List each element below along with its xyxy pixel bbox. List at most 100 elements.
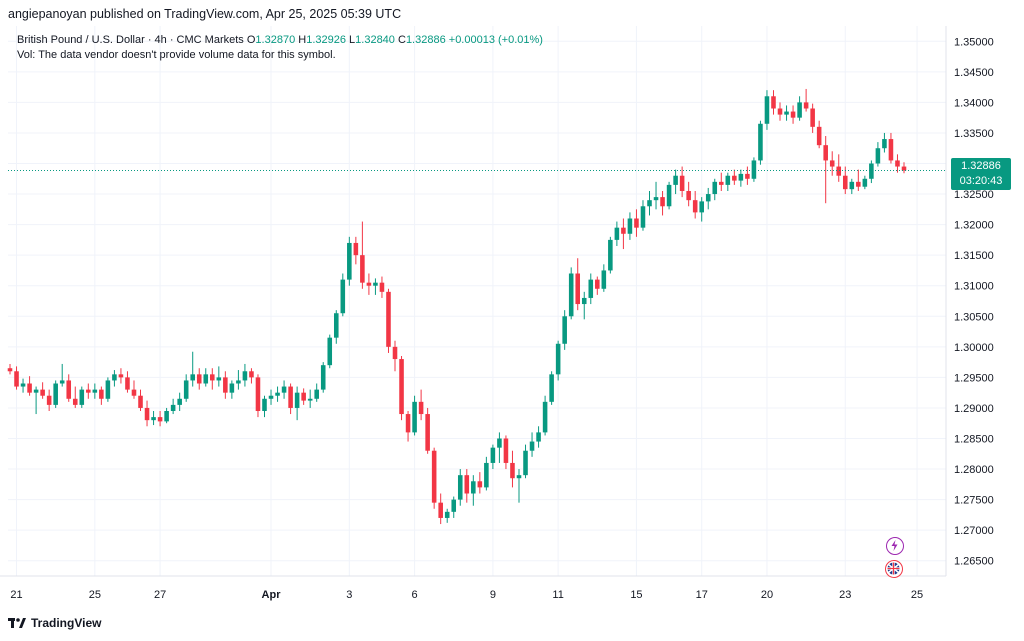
candle-up[interactable] (484, 456, 489, 491)
candle-down[interactable] (810, 103, 815, 133)
candle-down[interactable] (816, 120, 822, 149)
candle-up[interactable] (327, 334, 333, 369)
candle-up[interactable] (451, 496, 457, 518)
candle-up[interactable] (307, 389, 313, 408)
candle-up[interactable] (268, 389, 274, 405)
candle-up[interactable] (151, 411, 156, 426)
candle-up[interactable] (555, 340, 561, 381)
candle-down[interactable] (157, 411, 163, 427)
candle-up[interactable] (608, 236, 613, 274)
candle-down[interactable] (438, 493, 443, 525)
candle-down[interactable] (745, 166, 750, 185)
candle-up[interactable] (333, 310, 339, 344)
candle-down[interactable] (425, 407, 430, 454)
candle-up[interactable] (882, 132, 887, 153)
candle-up[interactable] (177, 392, 182, 411)
candle-up[interactable] (875, 142, 881, 167)
candle-up[interactable] (340, 273, 346, 317)
candle-up[interactable] (236, 370, 241, 390)
candle-up[interactable] (242, 363, 248, 387)
candle-up[interactable] (112, 370, 117, 387)
candle-down[interactable] (223, 371, 228, 399)
candle-down[interactable] (386, 288, 391, 353)
candle-down[interactable] (842, 166, 848, 195)
candle-up[interactable] (53, 380, 58, 408)
candle-up[interactable] (216, 366, 222, 387)
candle-up[interactable] (347, 236, 352, 286)
candle-down[interactable] (210, 368, 215, 390)
candle-down[interactable] (823, 136, 828, 204)
candle-up[interactable] (183, 374, 189, 402)
candle-up[interactable] (738, 169, 744, 187)
candle-up[interactable] (229, 380, 235, 399)
candle-down[interactable] (379, 276, 385, 298)
candle-down[interactable] (634, 209, 639, 237)
candle-up[interactable] (457, 469, 463, 506)
candle-down[interactable] (464, 469, 470, 503)
candle-up[interactable] (764, 90, 770, 130)
candle-up[interactable] (92, 383, 98, 399)
candle-up[interactable] (471, 475, 476, 506)
candle-down[interactable] (138, 389, 143, 411)
candle-down[interactable] (719, 172, 724, 191)
candle-down[interactable] (125, 371, 130, 393)
candle-down[interactable] (595, 276, 600, 295)
candle-down[interactable] (732, 169, 737, 185)
candle-up[interactable] (647, 191, 652, 216)
candle-up[interactable] (784, 105, 789, 121)
candle-up[interactable] (275, 386, 280, 402)
candle-up[interactable] (581, 291, 587, 320)
candle-down[interactable] (40, 382, 45, 399)
candle-down[interactable] (790, 105, 796, 124)
candle-up[interactable] (523, 444, 528, 479)
candle-up[interactable] (59, 363, 65, 387)
candle-up[interactable] (705, 187, 711, 210)
candle-up[interactable] (627, 212, 633, 240)
candle-down[interactable] (803, 88, 809, 112)
candle-down[interactable] (895, 154, 900, 173)
candle-down[interactable] (399, 356, 404, 421)
candle-down[interactable] (131, 380, 137, 399)
candle-down[interactable] (366, 273, 372, 295)
candle-up[interactable] (712, 178, 718, 201)
candle-up[interactable] (797, 96, 802, 121)
candle-down[interactable] (621, 218, 626, 250)
candle-down[interactable] (431, 447, 437, 509)
candle-down[interactable] (888, 132, 894, 164)
candle-up[interactable] (542, 395, 548, 436)
candle-down[interactable] (901, 162, 907, 174)
candle-down[interactable] (66, 374, 72, 402)
candle-down[interactable] (392, 340, 398, 372)
candle-down[interactable] (777, 102, 783, 121)
candle-down[interactable] (14, 366, 19, 390)
candle-down[interactable] (46, 389, 52, 411)
candle-up[interactable] (614, 221, 620, 246)
candle-up[interactable] (203, 368, 209, 387)
tradingview-logo[interactable]: TradingView (8, 616, 101, 630)
candle-up[interactable] (190, 351, 195, 387)
candle-down[interactable] (679, 166, 685, 198)
flag-icon[interactable] (885, 560, 903, 578)
candle-down[interactable] (301, 388, 306, 405)
candle-up[interactable] (373, 278, 378, 295)
candle-down[interactable] (7, 363, 13, 375)
candle-down[interactable] (255, 374, 261, 418)
candle-up[interactable] (699, 197, 704, 222)
candle-up[interactable] (281, 380, 287, 399)
lightning-icon[interactable] (886, 537, 904, 555)
candle-up[interactable] (653, 181, 659, 210)
candle-up[interactable] (869, 160, 874, 184)
candle-down[interactable] (360, 221, 365, 289)
candle-down[interactable] (692, 191, 698, 219)
candle-up[interactable] (170, 398, 176, 415)
candle-down[interactable] (27, 376, 32, 396)
candle-up[interactable] (294, 386, 300, 421)
candle-down[interactable] (288, 383, 293, 415)
candle-up[interactable] (412, 395, 417, 436)
candle-up[interactable] (640, 200, 646, 231)
candle-up[interactable] (33, 386, 39, 415)
candle-up[interactable] (751, 157, 757, 182)
candle-down[interactable] (118, 368, 124, 384)
candlestick-chart[interactable]: 1.350001.345001.340001.335001.330001.325… (0, 26, 1024, 606)
candle-up[interactable] (262, 395, 267, 418)
